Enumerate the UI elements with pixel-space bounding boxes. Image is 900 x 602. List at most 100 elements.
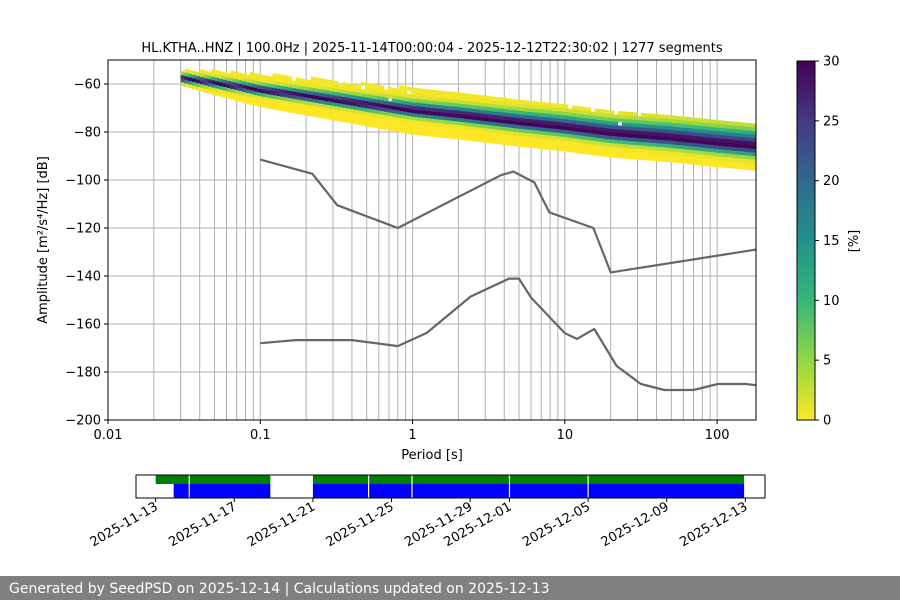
- heatmap-cell: [433, 100, 438, 105]
- heatmap-cell: [318, 92, 323, 97]
- heatmap-cell: [429, 132, 435, 137]
- chart-title: HL.KTHA..HNZ | 100.0Hz | 2025-11-14T00:0…: [141, 41, 722, 56]
- heatmap-cell: [495, 111, 500, 116]
- heatmap-cell: [272, 105, 277, 110]
- heatmap-cell: [487, 99, 492, 104]
- heatmap-cell: [525, 143, 530, 148]
- heatmap-cell: [226, 73, 231, 78]
- heatmap-cell: [744, 158, 749, 163]
- heatmap-cell: [288, 101, 293, 106]
- heatmap-cell: [732, 136, 738, 140]
- heatmap-cell: [514, 99, 519, 104]
- heatmap-cell: [637, 119, 642, 124]
- heatmap-cell: [648, 156, 653, 161]
- heatmap-cell: [433, 93, 438, 98]
- heatmap-cell: [475, 137, 481, 142]
- heatmap-cell: [219, 71, 224, 76]
- heatmap-cell: [449, 120, 454, 125]
- heatmap-cell: [403, 97, 408, 101]
- heatmap-cell: [529, 126, 534, 131]
- heatmap-cell: [437, 133, 442, 138]
- heatmap-cell: [587, 114, 592, 119]
- heatmap-cell: [617, 132, 623, 137]
- heatmap-cell: [602, 127, 607, 132]
- heatmap-cell: [284, 89, 289, 94]
- heatmap-cell: [314, 102, 320, 107]
- heatmap-cell: [460, 128, 465, 133]
- heatmap-cell: [702, 158, 707, 163]
- heatmap-cell: [337, 117, 343, 122]
- heatmap-cell: [598, 109, 603, 113]
- heatmap-cell: [725, 153, 730, 158]
- heatmap-cell: [499, 101, 504, 105]
- heatmap-cell: [690, 135, 695, 140]
- heatmap-cell: [426, 110, 431, 115]
- heatmap-cell: [353, 91, 358, 96]
- heatmap-cell: [349, 94, 354, 99]
- heatmap-cell: [475, 116, 481, 121]
- heatmap-cell: [314, 99, 320, 104]
- heatmap-cell: [621, 147, 626, 152]
- heatmap-cell: [740, 129, 745, 134]
- heatmap-cell: [353, 84, 358, 89]
- heatmap-cell: [683, 131, 688, 135]
- heatmap-cell: [268, 101, 274, 106]
- heatmap-cell: [238, 97, 243, 102]
- heatmap-cell: [334, 98, 339, 103]
- heatmap-cell: [625, 111, 630, 116]
- heatmap-cell: [598, 112, 603, 117]
- heatmap-cell: [360, 118, 366, 123]
- heatmap-cell: [698, 147, 703, 151]
- heatmap-cell: [598, 148, 603, 153]
- heatmap-cell: [744, 129, 749, 134]
- timeline-date-ticks: 2025-11-13 2025-11-17 2025-11-21 2025-11-25…: [88, 498, 750, 550]
- heatmap-cell: [522, 103, 527, 108]
- heatmap-cell: [709, 144, 715, 149]
- heatmap-cell: [564, 133, 569, 138]
- heatmap-cell: [514, 124, 519, 129]
- heatmap-cell: [721, 120, 726, 125]
- heatmap-cell: [675, 126, 680, 131]
- heatmap-cell: [663, 147, 669, 152]
- heatmap-cell: [322, 111, 327, 116]
- heatmap-cell: [219, 89, 224, 94]
- heatmap-cell: [525, 111, 530, 116]
- heatmap-cell: [594, 130, 600, 135]
- heatmap-cell: [671, 126, 676, 131]
- heatmap-cell: [479, 131, 484, 136]
- heatmap-cell: [314, 84, 320, 89]
- heatmap-cell: [729, 153, 734, 158]
- heatmap-cell: [625, 126, 630, 131]
- heatmap-cell: [587, 139, 592, 144]
- heatmap-cell: [445, 130, 450, 135]
- heatmap-cell: [368, 123, 373, 127]
- heatmap-cell: [288, 79, 293, 84]
- heatmap-cell: [671, 119, 676, 123]
- heatmap-cell: [545, 134, 550, 139]
- heatmap-cell: [690, 121, 695, 125]
- heatmap-cell: [686, 145, 692, 150]
- heatmap-cell: [211, 72, 216, 77]
- heatmap-cell: [640, 141, 646, 146]
- heatmap-cell: [502, 115, 507, 120]
- heatmap-cell: [629, 126, 634, 131]
- heatmap-cell: [387, 119, 392, 124]
- heatmap-cell: [583, 132, 588, 137]
- heatmap-cell: [215, 77, 220, 82]
- heatmap-cell: [625, 136, 630, 141]
- heatmap-cell: [740, 154, 745, 159]
- heatmap-cell: [452, 120, 458, 125]
- heatmap-cell: [502, 119, 507, 124]
- heatmap-cell: [418, 120, 423, 125]
- heatmap-cell: [629, 115, 634, 120]
- heatmap-cell: [506, 127, 511, 132]
- heatmap-cell: [621, 122, 626, 127]
- heatmap-cell: [729, 146, 734, 151]
- heatmap-cell: [257, 81, 262, 86]
- heatmap-cell: [456, 92, 461, 97]
- timeline-tick-label: 2025-11-21: [245, 499, 318, 550]
- heatmap-cell: [399, 121, 404, 126]
- heatmap-cell: [330, 105, 335, 110]
- heatmap-cell: [621, 125, 626, 130]
- heatmap-cell: [702, 133, 707, 137]
